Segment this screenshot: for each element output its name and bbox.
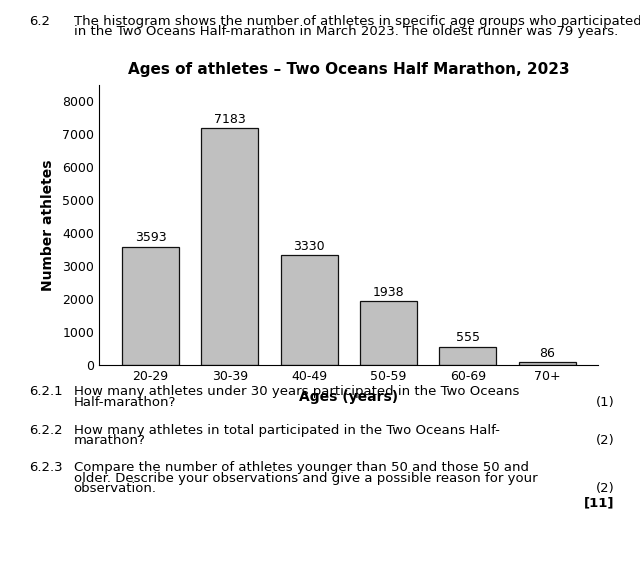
Text: 555: 555 [456, 331, 480, 345]
X-axis label: Ages (years): Ages (years) [300, 390, 398, 404]
Text: Half-marathon?: Half-marathon? [74, 396, 176, 409]
Text: 3330: 3330 [293, 240, 325, 253]
Text: (2): (2) [596, 482, 614, 495]
Text: How many athletes under 30 years participated in the Two Oceans: How many athletes under 30 years partici… [74, 385, 519, 398]
Text: observation.: observation. [74, 482, 157, 495]
Text: Compare the number of athletes younger than 50 and those 50 and: Compare the number of athletes younger t… [74, 461, 529, 474]
Bar [439, 347, 497, 365]
Bar [518, 362, 576, 365]
Text: in the Two Oceans Half-marathon in March 2023. The oldest runner was 79 years.: in the Two Oceans Half-marathon in March… [74, 25, 618, 38]
Bar [122, 246, 179, 365]
Text: The histogram shows the number of athletes in specific age groups who participat: The histogram shows the number of athlet… [74, 15, 640, 27]
Text: (1): (1) [596, 396, 614, 409]
Bar [280, 255, 338, 365]
Text: (2): (2) [596, 434, 614, 447]
Y-axis label: Number athletes: Number athletes [42, 159, 56, 291]
Text: 86: 86 [540, 347, 555, 360]
Text: 7183: 7183 [214, 113, 246, 126]
Text: 6.2.3: 6.2.3 [29, 461, 63, 474]
Bar [360, 301, 417, 365]
Bar [201, 128, 259, 365]
Text: 1938: 1938 [372, 286, 404, 299]
Title: Ages of athletes – Two Oceans Half Marathon, 2023: Ages of athletes – Two Oceans Half Marat… [128, 61, 570, 77]
Text: older. Describe your observations and give a possible reason for your: older. Describe your observations and gi… [74, 472, 537, 485]
Text: [11]: [11] [584, 496, 614, 509]
Text: 3593: 3593 [134, 231, 166, 244]
Text: How many athletes in total participated in the Two Oceans Half-: How many athletes in total participated … [74, 424, 499, 437]
Text: 6.2.1: 6.2.1 [29, 385, 63, 398]
Text: marathon?: marathon? [74, 434, 145, 447]
Text: 6.2.2: 6.2.2 [29, 424, 63, 437]
Text: 6.2: 6.2 [29, 15, 50, 27]
